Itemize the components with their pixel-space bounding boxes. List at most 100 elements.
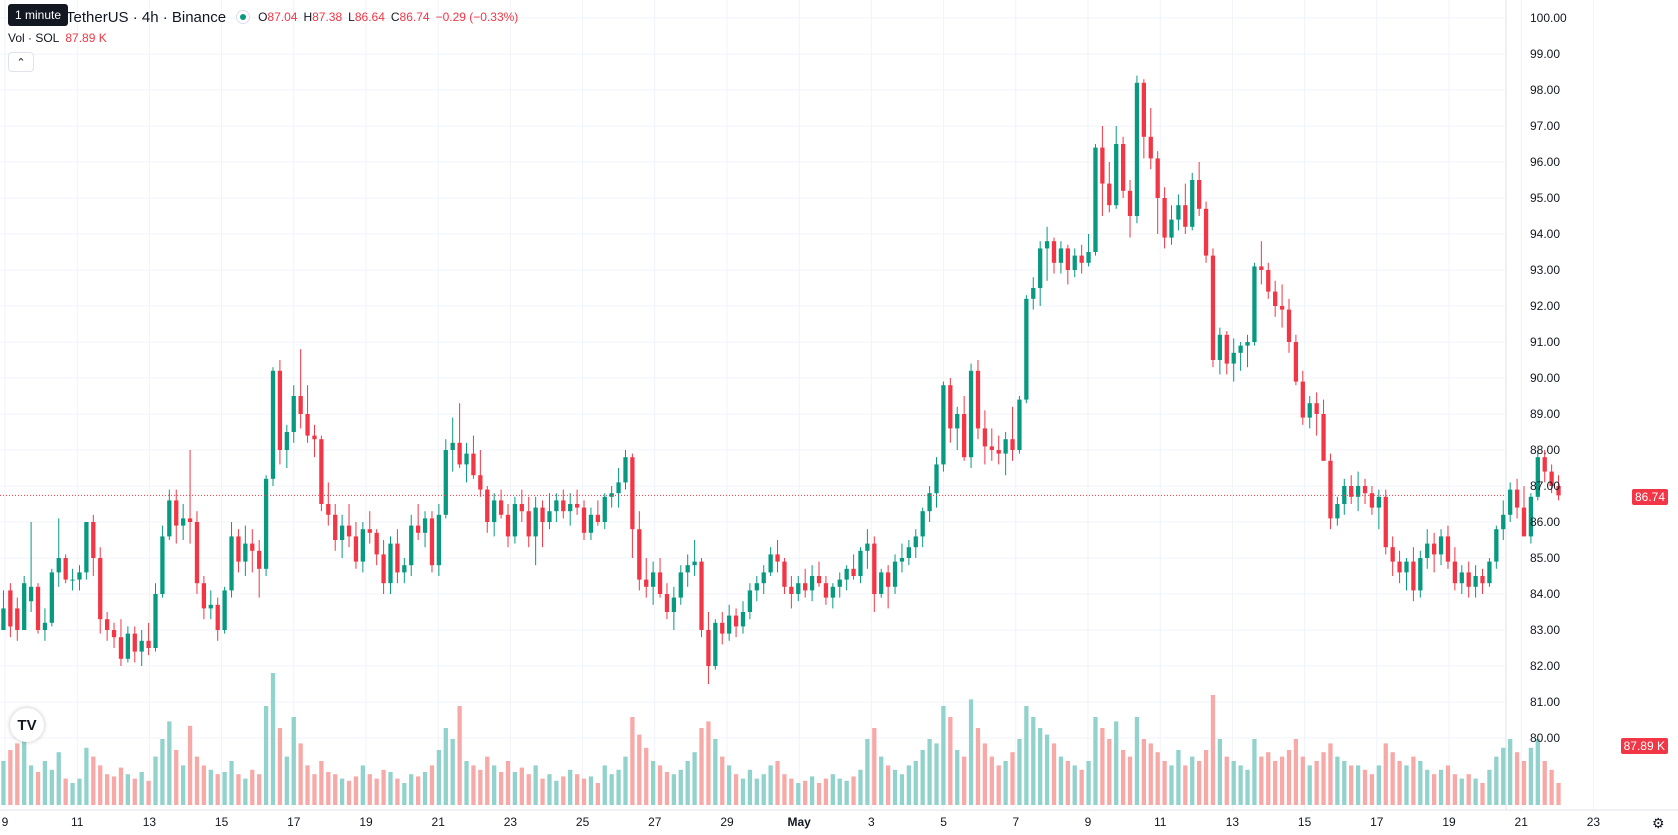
candle-body <box>1418 558 1423 591</box>
candle-body <box>955 414 960 429</box>
candle-body <box>49 572 54 623</box>
volume-bar <box>809 776 815 805</box>
volume-bar <box>630 717 635 805</box>
volume-bar <box>42 761 48 805</box>
market-status-icon[interactable] <box>236 10 251 24</box>
volume-bar <box>1044 734 1050 805</box>
time-axis-label: 23 <box>1587 815 1601 829</box>
candle-body <box>139 640 144 652</box>
volume-bar <box>132 778 137 805</box>
volume-bar <box>222 772 227 805</box>
volume-bar <box>1335 756 1340 805</box>
volume-bar <box>443 728 448 805</box>
candle-body <box>906 547 912 558</box>
candle-body <box>713 622 718 666</box>
volume-bar <box>1217 739 1223 805</box>
volume-bar <box>49 769 54 805</box>
volume-bar <box>1 761 6 805</box>
time-axis-label: 19 <box>1442 815 1456 829</box>
volume-bar <box>872 728 877 805</box>
candle-body <box>478 475 483 490</box>
volume-bar <box>1031 717 1036 805</box>
candle-body <box>1224 334 1229 364</box>
candle-body <box>194 522 200 584</box>
volume-bar <box>706 721 711 805</box>
volume-bar <box>492 765 497 805</box>
volume-bar <box>28 765 34 805</box>
candle-body <box>429 518 435 566</box>
volume-bar <box>84 747 89 805</box>
volume-bar <box>339 778 345 805</box>
volume-bar <box>747 769 753 805</box>
tradingview-logo[interactable]: TV <box>10 708 44 742</box>
candle-body <box>28 586 34 602</box>
volume-bar <box>588 776 594 805</box>
candle-body <box>118 637 124 659</box>
candle-body <box>851 568 856 576</box>
volume-bar <box>1411 756 1416 805</box>
volume-bar <box>1010 752 1015 805</box>
volume-bar <box>1349 765 1354 805</box>
candle-body <box>56 558 61 573</box>
volume-bar <box>906 765 912 805</box>
volume-bar <box>22 739 27 805</box>
volume-bar <box>326 772 331 805</box>
symbol-title[interactable]: TetherUS · 4h · Binance <box>66 8 227 26</box>
volume-bar <box>941 706 946 805</box>
candle-body <box>775 554 780 562</box>
settings-gear-icon[interactable]: ⚙ <box>1652 815 1665 831</box>
volume-bar <box>533 765 538 805</box>
volume-bar <box>768 765 773 805</box>
volume-bar <box>1155 752 1160 805</box>
volume-bar <box>429 765 435 805</box>
volume-label[interactable]: Vol · SOL <box>8 31 60 45</box>
candle-body <box>678 572 683 598</box>
volume-bar <box>1342 761 1347 805</box>
volume-bar <box>353 776 359 805</box>
volume-bar <box>478 769 483 805</box>
candle-body <box>789 586 794 594</box>
candle-body <box>132 633 137 652</box>
legend-row: TetherUS · 4h · Binance O87.04 H87.38 L8… <box>8 6 518 28</box>
candle-body <box>222 590 227 630</box>
candle-body <box>602 496 607 522</box>
candle-body <box>1273 291 1278 306</box>
volume-bar <box>1148 743 1153 805</box>
volume-bar <box>512 772 518 805</box>
volume-bar <box>796 783 801 805</box>
collapse-legend-button[interactable]: ⌃ <box>8 52 34 72</box>
time-axis-label: 3 <box>868 815 875 829</box>
volume-bar <box>464 761 469 805</box>
volume-bar <box>740 778 746 805</box>
candle-body <box>872 543 877 594</box>
price-axis-label: 92.00 <box>1530 299 1560 313</box>
volume-bar <box>402 783 407 805</box>
candle-body <box>1404 561 1409 573</box>
volume-bar <box>720 756 725 805</box>
volume-bar <box>56 752 61 805</box>
volume-bar <box>1383 743 1388 805</box>
candle-body <box>1376 496 1381 508</box>
volume-bar <box>505 761 511 805</box>
volume-bar <box>1210 695 1216 805</box>
candle-body <box>1397 561 1402 573</box>
candle-body <box>250 543 255 551</box>
candle-body <box>706 630 711 666</box>
candle-body <box>595 514 600 522</box>
volume-bar <box>1107 739 1112 805</box>
candle-body <box>844 568 849 580</box>
candle-body <box>91 522 96 558</box>
volume-bar <box>388 772 393 805</box>
candle-body <box>1293 342 1299 382</box>
volume-bar <box>257 774 262 805</box>
candle-body <box>1127 190 1133 216</box>
candle-body <box>284 432 289 450</box>
volume-bar <box>989 756 994 805</box>
price-change: −0.29 (−0.33%) <box>435 10 519 24</box>
candle-body <box>650 572 656 587</box>
candle-body <box>395 543 400 573</box>
volume-bar <box>1328 743 1333 805</box>
volume-bar <box>471 765 476 805</box>
